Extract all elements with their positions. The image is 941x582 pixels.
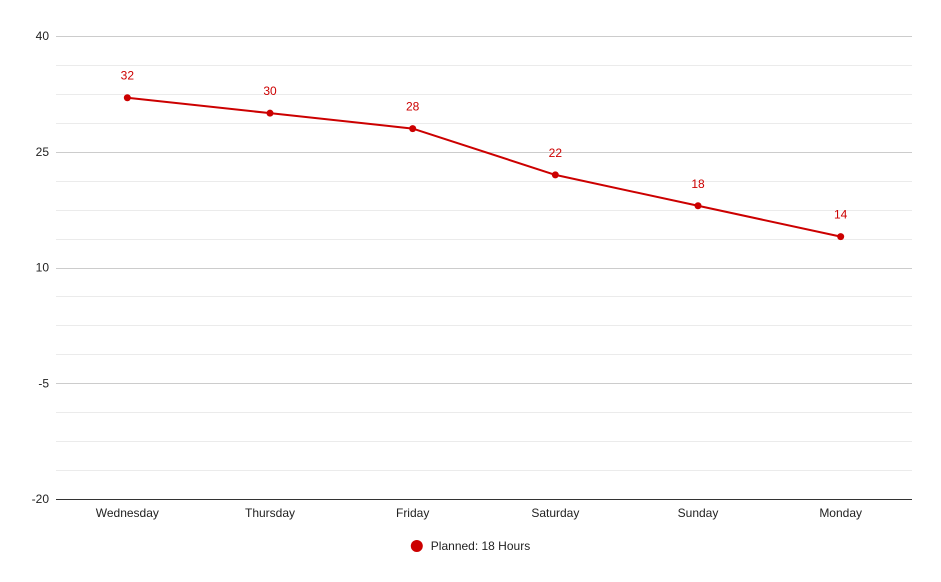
legend-label: Planned: 18 Hours	[431, 539, 530, 553]
legend-marker-icon[interactable]	[410, 540, 423, 552]
minor-gridlines	[56, 65, 912, 471]
x-tick-label: Monday	[819, 506, 862, 520]
data-point[interactable]	[694, 202, 702, 210]
data-point[interactable]	[123, 94, 131, 102]
y-axis: 40 25 10 -5 -20	[32, 29, 50, 506]
data-point[interactable]	[266, 109, 274, 117]
series-line	[127, 96, 841, 238]
x-tick-label: Saturday	[531, 506, 579, 520]
x-axis: Wednesday Thursday Friday Saturday Sunday Mon…	[56, 499, 912, 520]
data-point[interactable]	[409, 125, 417, 133]
y-tick-label: -20	[32, 492, 50, 506]
y-tick-label: -5	[38, 376, 49, 390]
data-label: 32	[121, 69, 135, 83]
data-label: 28	[406, 100, 420, 114]
data-point[interactable]	[837, 233, 845, 241]
y-tick-label: 25	[36, 145, 50, 159]
y-tick-label: 40	[36, 29, 50, 43]
data-label: 22	[549, 146, 563, 160]
legend: Planned: 18 Hours	[410, 539, 530, 553]
series-group: 32 30 28 22 18 14	[121, 69, 848, 241]
x-tick-label: Friday	[396, 506, 429, 520]
x-tick-label: Wednesday	[96, 506, 159, 520]
x-tick-label: Sunday	[678, 506, 719, 520]
data-label: 30	[263, 84, 277, 98]
data-label: 14	[834, 208, 848, 222]
data-label: 18	[691, 177, 705, 191]
data-point[interactable]	[551, 171, 559, 179]
x-tick-label: Thursday	[245, 506, 295, 520]
y-tick-label: 10	[36, 261, 50, 275]
